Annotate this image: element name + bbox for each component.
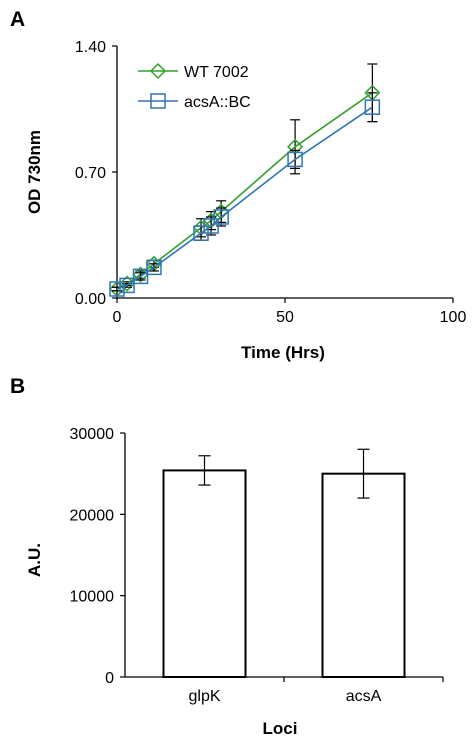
- panel-a-series: [108, 63, 381, 298]
- panel-a-series-square: [109, 92, 381, 297]
- legend-swatch-marker: [149, 62, 167, 80]
- panel-a-data-point: [146, 259, 162, 276]
- legend-label: WT 7002: [184, 64, 249, 81]
- panel-b-category-label: glpK: [188, 688, 220, 705]
- panel-a-data-point: [213, 209, 229, 225]
- panel-a-data-point: [364, 99, 381, 115]
- panel-b-axes: 0 10000 20000 30000 glpK acsA: [70, 426, 444, 705]
- legend-label: acsA::BC: [184, 94, 251, 111]
- panel-b-y-tick-label: 10000: [70, 589, 115, 606]
- panel-b-y-tick-label: 30000: [70, 426, 115, 443]
- panel-a-x-axis-title: Time (Hrs): [241, 343, 325, 362]
- panel-a-series-line: [116, 106, 373, 290]
- panel-b-y-tick-label: 20000: [70, 507, 115, 524]
- panel-a-y-tick-label: 1.40: [75, 39, 106, 56]
- panel-a-data-point: [109, 281, 125, 297]
- panel-a-axes: 0.00 0.70 1.40 0 50 100: [75, 39, 467, 326]
- panel-a-x-tick-label: 0: [113, 309, 122, 326]
- panel-a-data-point: [287, 151, 303, 168]
- panel-a-x-tick-label: 50: [276, 309, 294, 326]
- panel-b-bars: [162, 448, 406, 678]
- panel-a-data-point: [132, 268, 149, 285]
- panel-b-category-label: acsA: [346, 688, 382, 705]
- panel-a-letter: A: [10, 8, 25, 31]
- panel-b-x-axis-title: Loci: [263, 719, 298, 738]
- panel-a-data-point: [119, 277, 135, 294]
- panel-a-y-axis-title: OD 730nm: [25, 130, 44, 214]
- panel-a-x-tick-label: 100: [440, 309, 467, 326]
- panel-a-series-line: [116, 92, 373, 290]
- legend-swatch-marker: [150, 93, 166, 109]
- panel-b-bar-glpK: [162, 469, 247, 678]
- panel-a-data-point: [203, 218, 219, 234]
- panel-b-y-tick-label: 0: [105, 670, 114, 687]
- panel-b-letter: B: [10, 375, 25, 398]
- panel-b-y-axis-title: A.U.: [25, 543, 44, 577]
- panel-a-y-tick-label: 0.70: [75, 165, 106, 182]
- panel-b-bar-acsA: [321, 472, 406, 678]
- panel-b-bar-chart: B 0 10000 20000 30000 glpK acsA Loci A.U.: [10, 375, 444, 738]
- panel-a-y-tick-label: 0.00: [75, 291, 106, 308]
